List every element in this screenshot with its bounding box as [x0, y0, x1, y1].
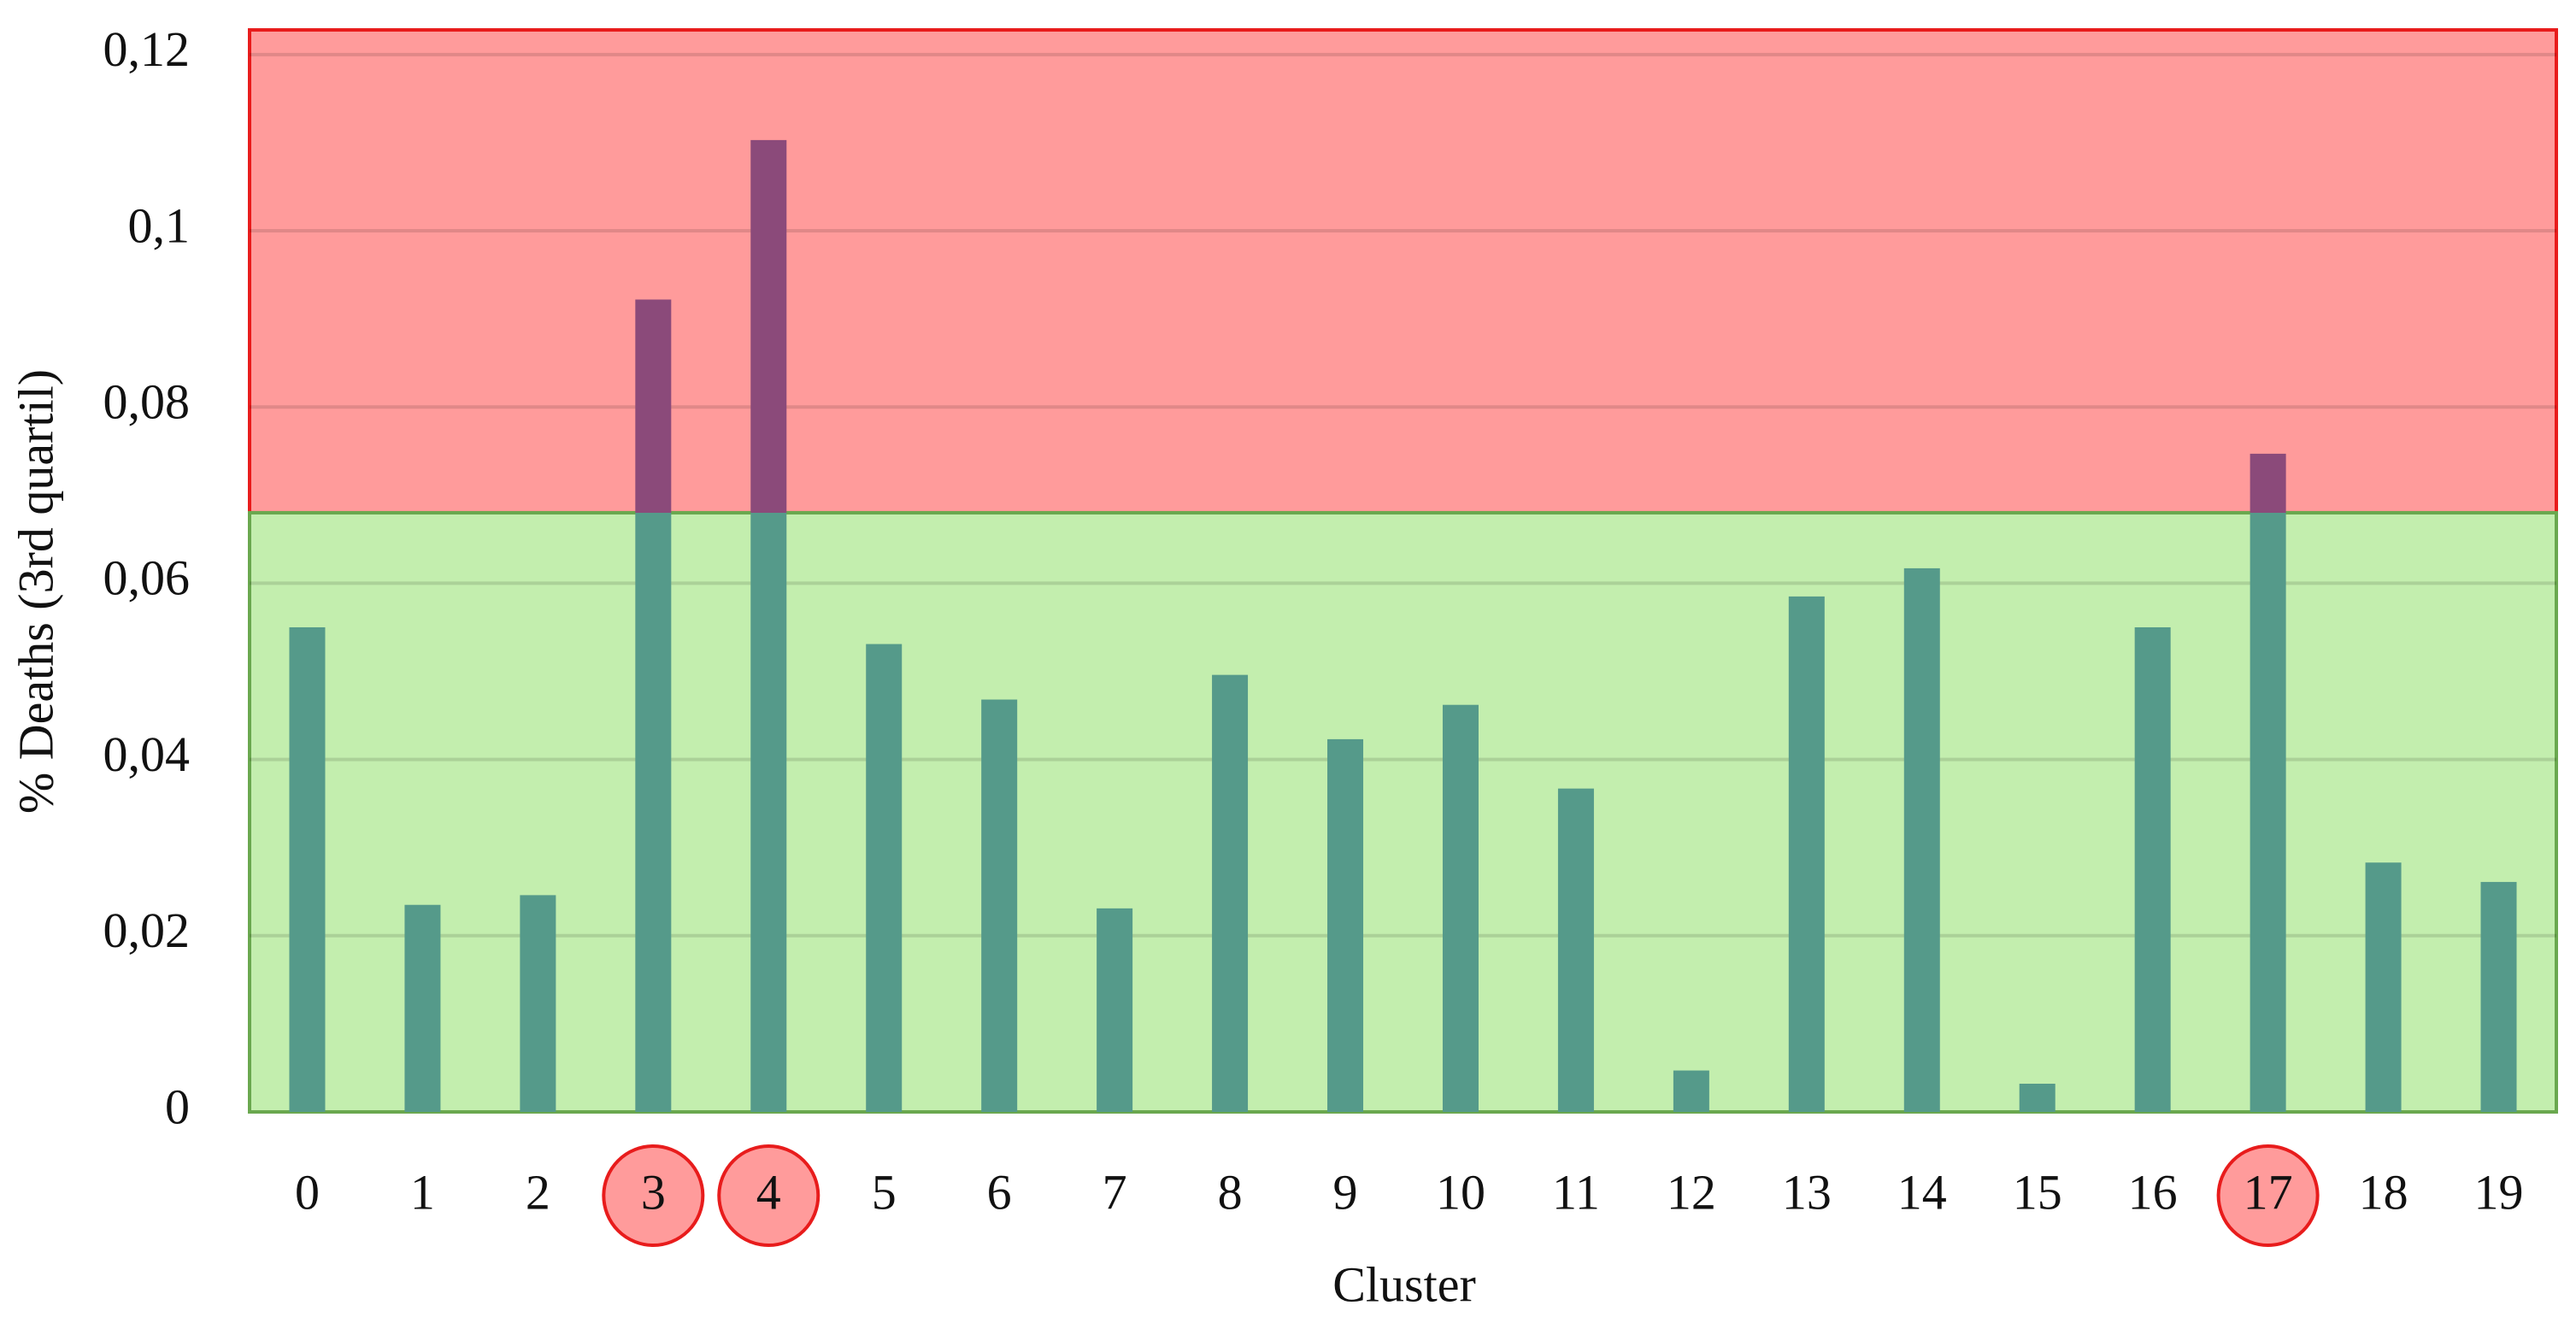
x-tick-label: 2	[526, 1164, 550, 1220]
bar	[1673, 1070, 1709, 1112]
y-tick-label: 0,06	[103, 550, 191, 606]
bar	[2250, 453, 2286, 1112]
bar	[981, 699, 1018, 1112]
bar	[2480, 881, 2517, 1112]
bar	[520, 895, 556, 1112]
x-tick-label: 10	[1436, 1164, 1485, 1220]
highlight-circle	[717, 1144, 820, 1247]
bar	[404, 904, 441, 1112]
danger-zone	[248, 28, 2558, 515]
highlight-circle	[602, 1144, 705, 1247]
bar	[1442, 704, 1479, 1112]
y-tick-label: 0,12	[103, 21, 191, 77]
bar	[289, 626, 326, 1112]
x-tick-label: 12	[1667, 1164, 1716, 1220]
bar	[1788, 596, 1825, 1112]
bar	[2134, 626, 2171, 1112]
x-tick-label: 9	[1333, 1164, 1358, 1220]
x-axis-title: Cluster	[1332, 1256, 1476, 1312]
y-tick-label: 0,04	[103, 726, 191, 782]
x-tick-label: 19	[2474, 1164, 2524, 1220]
x-tick-label: 4	[756, 1164, 781, 1220]
bar	[2365, 862, 2402, 1112]
safe-zone	[248, 510, 2558, 1114]
bar	[2019, 1084, 2056, 1112]
x-tick-label: 18	[2359, 1164, 2408, 1220]
bar	[1327, 738, 1364, 1112]
x-tick-label: 1	[410, 1164, 435, 1220]
x-tick-label: 5	[872, 1164, 897, 1220]
x-tick-label: 7	[1103, 1164, 1127, 1220]
x-tick-label: 8	[1218, 1164, 1243, 1220]
x-tick-label: 0	[295, 1164, 320, 1220]
x-tick-label: 17	[2244, 1164, 2293, 1220]
highlight-circle	[2216, 1144, 2320, 1247]
bar	[866, 644, 903, 1112]
x-tick-label: 16	[2128, 1164, 2178, 1220]
bar	[750, 139, 787, 1113]
bar	[1212, 674, 1249, 1112]
bar	[1557, 788, 1594, 1112]
x-tick-label: 6	[987, 1164, 1012, 1220]
x-tick-label: 11	[1552, 1164, 1600, 1220]
y-tick-label: 0,02	[103, 903, 191, 958]
y-tick-label: 0,1	[128, 197, 191, 253]
bar	[635, 299, 672, 1112]
y-tick-label: 0	[165, 1079, 190, 1134]
x-tick-label: 13	[1782, 1164, 1832, 1220]
x-tick-label: 15	[2013, 1164, 2062, 1220]
y-tick-label: 0,08	[103, 374, 191, 430]
x-tick-label: 3	[641, 1164, 666, 1220]
bar	[1903, 567, 1940, 1112]
bar	[1097, 908, 1133, 1112]
y-axis-title: % Deaths (3rd quartil)	[8, 369, 63, 814]
x-tick-label: 14	[1897, 1164, 1947, 1220]
